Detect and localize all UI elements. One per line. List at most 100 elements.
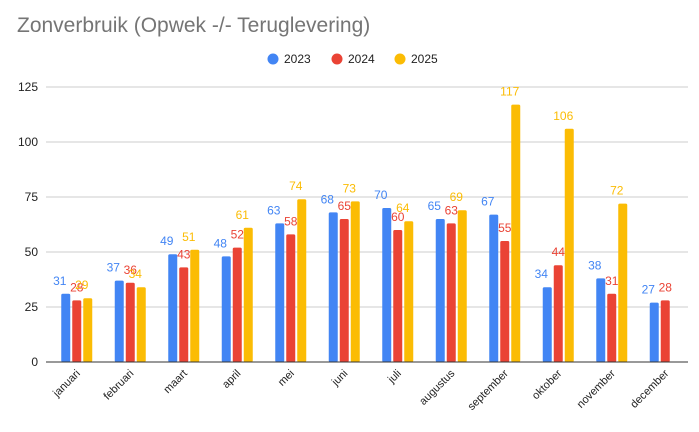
data-label-2024-mei: 58 (284, 214, 298, 228)
data-label-2025-september: 117 (500, 85, 519, 99)
bar-2025-juli (404, 221, 414, 362)
bar-2023-december (649, 302, 659, 362)
bar-2023-september (489, 214, 499, 362)
y-tick-label: 125 (18, 80, 38, 94)
bar-2024-augustus (446, 223, 456, 362)
bar-2025-mei (297, 199, 307, 362)
bar-2023-oktober (542, 287, 552, 362)
legend-swatch-2023 (267, 53, 279, 65)
bar-2023-maart (168, 254, 178, 362)
x-tick-label: oktober (530, 367, 565, 402)
data-label-2024-juni: 65 (338, 199, 352, 213)
data-label-2023-juni: 68 (321, 192, 335, 206)
data-label-2024-november: 31 (605, 274, 619, 288)
x-tick-label: juli (385, 368, 404, 387)
bar-2023-juni (328, 212, 338, 362)
data-label-2025-oktober: 106 (553, 109, 573, 123)
legend-swatch-2025 (394, 53, 406, 65)
data-label-2025-november: 72 (610, 184, 624, 198)
data-label-2023-mei: 63 (267, 203, 281, 217)
data-label-2025-januari: 29 (75, 278, 89, 292)
x-tick-label: september (466, 367, 511, 412)
y-tick-label: 0 (31, 355, 38, 369)
data-label-2024-december: 28 (659, 280, 673, 294)
data-label-2024-juli: 60 (391, 210, 405, 224)
bar-2024-april (232, 247, 242, 362)
bar-2025-juni (350, 201, 360, 362)
bar-2025-maart (190, 249, 200, 362)
data-label-2025-juni: 73 (343, 181, 357, 195)
gridlines (46, 86, 688, 308)
bar-2023-januari (61, 293, 71, 362)
bar-2025-september (511, 104, 521, 362)
legend-label-2023: 2023 (284, 52, 311, 66)
data-label-2025-augustus: 69 (450, 190, 464, 204)
bar-2023-april (221, 256, 231, 362)
data-label-2025-juli: 64 (396, 201, 410, 215)
x-tick-label: april (220, 368, 243, 391)
data-label-2025-maart: 51 (182, 230, 196, 244)
bar-2025-november (618, 203, 628, 362)
y-tick-label: 100 (18, 135, 38, 149)
legend-label-2024: 2024 (348, 52, 375, 66)
bar-2024-mei (286, 234, 296, 362)
data-label-2023-augustus: 65 (428, 199, 442, 213)
bar-2023-juli (382, 208, 392, 362)
bar-2024-oktober (553, 265, 563, 362)
data-label-2024-januari: 28 (70, 280, 84, 294)
data-label-2023-april: 48 (214, 236, 228, 250)
data-label-2024-oktober: 44 (552, 245, 566, 259)
bar-2023-februari (114, 280, 124, 362)
legend-swatch-2024 (331, 53, 343, 65)
data-label-2024-maart: 43 (177, 247, 191, 261)
x-tick-label: juni (329, 368, 350, 389)
x-tick-label: januari (50, 368, 83, 401)
data-label-2024-april: 52 (231, 228, 245, 242)
data-label-2023-maart: 49 (160, 234, 174, 248)
bar-2025-april (243, 227, 253, 362)
data-label-2024-februari: 36 (124, 263, 138, 277)
data-label-2023-oktober: 34 (535, 267, 549, 281)
bar-2025-oktober (564, 128, 574, 362)
bar-2025-februari (136, 287, 146, 362)
x-tick-label: augustus (417, 367, 457, 407)
bar-2023-augustus (435, 219, 445, 362)
y-tick-label: 25 (25, 300, 39, 314)
data-label-2023-december: 27 (642, 283, 656, 297)
data-label-2025-april: 61 (236, 208, 250, 222)
bar-2025-augustus (457, 210, 467, 362)
data-label-2023-juli: 70 (374, 188, 388, 202)
data-label-2023-september: 67 (481, 195, 495, 209)
bar-2024-december (660, 300, 670, 362)
x-tick-label: maart (161, 368, 189, 396)
data-label-2023-november: 38 (588, 258, 602, 272)
data-label-2025-mei: 74 (289, 179, 303, 193)
legend-label-2025: 2025 (411, 52, 438, 66)
bar-2024-november (607, 293, 617, 362)
bar-2024-januari (72, 300, 82, 362)
x-tick-label: mei (276, 368, 297, 389)
data-label-2024-september: 55 (498, 221, 512, 235)
bar-2024-februari (125, 282, 135, 362)
bar-2024-juni (339, 219, 349, 362)
bar-2023-november (596, 278, 606, 362)
bar-2024-september (500, 241, 510, 362)
bar-2025-januari (83, 298, 93, 362)
data-label-2023-januari: 31 (53, 274, 67, 288)
x-tick-label: februari (102, 368, 137, 403)
data-label-2024-augustus: 63 (445, 203, 459, 217)
data-label-2023-februari: 37 (107, 261, 121, 275)
bar-2024-maart (179, 267, 189, 362)
data-label-2025-februari: 34 (129, 267, 143, 281)
chart-title: Zonverbruik (Opwek -/- Teruglevering) (17, 14, 371, 37)
y-tick-label: 50 (25, 245, 39, 259)
x-tick-label: november (575, 367, 618, 410)
bars (61, 104, 670, 362)
y-tick-label: 75 (25, 190, 39, 204)
bar-2023-mei (275, 223, 285, 362)
x-tick-label: december (628, 367, 671, 410)
bar-2024-juli (393, 230, 403, 362)
legend: 2023 2024 2025 (267, 52, 438, 66)
